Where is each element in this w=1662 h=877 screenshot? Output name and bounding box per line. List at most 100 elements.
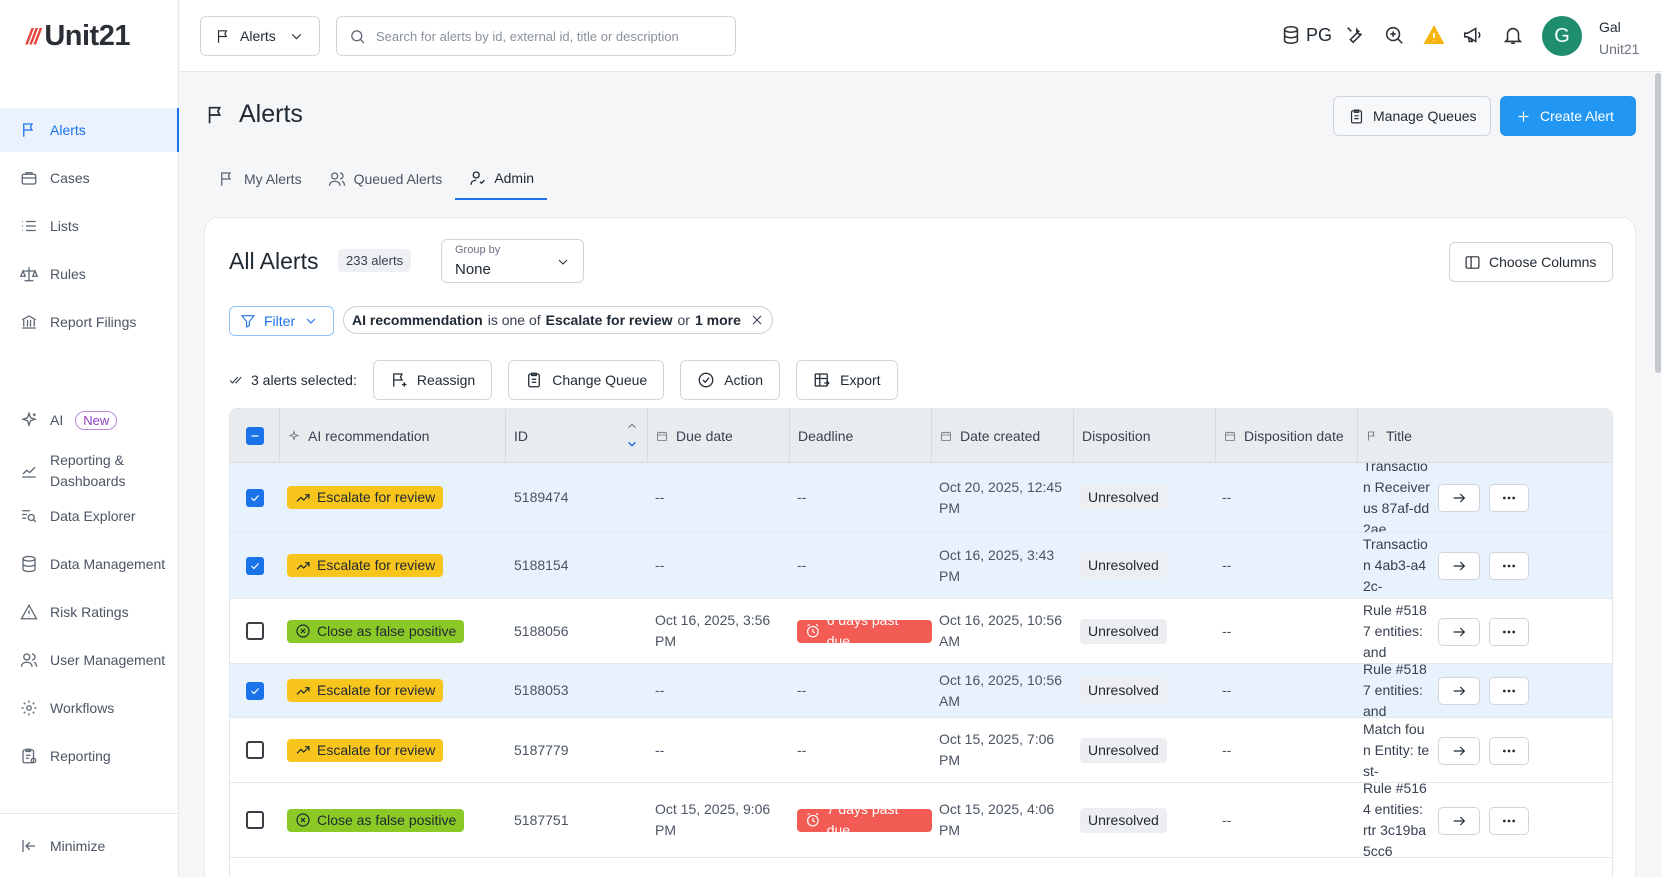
- open-alert-button[interactable]: [1438, 677, 1480, 705]
- tab-admin[interactable]: Admin: [455, 158, 547, 200]
- minimize-button[interactable]: Minimize: [0, 824, 179, 868]
- due-date-cell: Oct 15, 2025, 9:06 PM: [655, 801, 771, 838]
- col-title[interactable]: Title: [1358, 409, 1612, 463]
- ai-recommendation-tag: Close as false positive: [287, 619, 465, 643]
- group-by-select[interactable]: Group by None: [441, 239, 584, 283]
- sidebar-item-data-management[interactable]: Data Management: [0, 542, 179, 586]
- sidebar-item-label: Rules: [50, 266, 86, 282]
- sidebar-item-report-filings[interactable]: Report Filings: [0, 300, 179, 344]
- id-cell: 5187751: [514, 811, 569, 828]
- table-row[interactable]: Escalate for review 5188053 -- -- Oct 16, 20…: [230, 664, 1612, 718]
- col-ai-recommendation[interactable]: AI recommendation: [280, 409, 506, 463]
- action-button[interactable]: Action: [680, 360, 781, 400]
- sidebar-item-label: AI: [50, 412, 64, 428]
- sidebar-item-risk-ratings[interactable]: Risk Ratings: [0, 590, 179, 634]
- page-scrollbar[interactable]: [1655, 73, 1661, 373]
- megaphone-icon[interactable]: [1462, 24, 1484, 46]
- row-checkbox-cell: [230, 533, 280, 598]
- row-checkbox[interactable]: [246, 556, 264, 575]
- col-due-date[interactable]: Due date: [648, 409, 790, 463]
- more-actions-button[interactable]: [1489, 737, 1529, 765]
- sort-indicator[interactable]: [625, 419, 639, 451]
- date-created-cell: Oct 16, 2025, 10:56 AM: [939, 671, 1062, 709]
- col-disposition[interactable]: Disposition: [1074, 409, 1216, 463]
- environment-label[interactable]: PG: [1306, 25, 1333, 45]
- row-checkbox[interactable]: [246, 488, 264, 507]
- ai-recommendation-cell: Escalate for review: [287, 664, 507, 717]
- ai-recommendation-text: Escalate for review: [317, 557, 436, 573]
- choose-columns-button[interactable]: Choose Columns: [1449, 242, 1613, 282]
- alert-warning-icon[interactable]: [1423, 24, 1445, 46]
- user-org: Unit21: [1599, 41, 1640, 57]
- flag-icon: [217, 29, 228, 43]
- unit21-logo[interactable]: /// Unit21: [26, 20, 130, 53]
- chip-value: Escalate for review: [545, 312, 673, 328]
- row-checkbox[interactable]: [246, 681, 264, 700]
- open-alert-button[interactable]: [1438, 484, 1480, 512]
- deadline-cell: --: [797, 664, 932, 717]
- filter-chip[interactable]: AI recommendation is one of Escalate for…: [343, 306, 773, 334]
- export-label: Export: [840, 372, 881, 388]
- row-checkbox[interactable]: [246, 622, 264, 640]
- zoom-search-icon[interactable]: [1383, 24, 1405, 46]
- create-alert-button[interactable]: Create Alert: [1500, 96, 1636, 136]
- chevron-up-icon: [628, 423, 636, 429]
- sidebar-item-data-explorer[interactable]: Data Explorer: [0, 494, 179, 538]
- bell-icon[interactable]: [1502, 24, 1524, 46]
- col-id[interactable]: ID: [506, 409, 648, 463]
- export-button[interactable]: Export: [796, 360, 898, 400]
- tab-queued-alerts[interactable]: Queued Alerts: [315, 158, 456, 200]
- sidebar-item-workflows[interactable]: Workflows: [0, 686, 179, 730]
- avatar[interactable]: G: [1542, 16, 1582, 56]
- sidebar-item-alerts[interactable]: Alerts: [0, 108, 179, 152]
- logo-wordmark: Unit21: [44, 20, 130, 52]
- row-checkbox-cell: [230, 463, 280, 532]
- sidebar-item-ai[interactable]: AI New: [0, 398, 179, 442]
- sidebar-item-cases[interactable]: Cases: [0, 156, 179, 200]
- tab-my-alerts[interactable]: My Alerts: [205, 158, 315, 200]
- ai-recommendation-tag: Escalate for review: [287, 486, 444, 509]
- col-disposition-date[interactable]: Disposition date: [1216, 409, 1358, 463]
- user-info[interactable]: Gal Unit21: [1599, 16, 1639, 60]
- global-search[interactable]: [336, 16, 736, 56]
- manage-queues-button[interactable]: Manage Queues: [1333, 96, 1491, 136]
- sidebar-item-user-management[interactable]: User Management: [0, 638, 179, 682]
- filter-button[interactable]: Filter: [229, 306, 334, 336]
- open-alert-button[interactable]: [1438, 807, 1480, 835]
- open-alert-button[interactable]: [1438, 618, 1480, 646]
- table-export-icon: [814, 373, 830, 387]
- search-input[interactable]: [376, 28, 726, 44]
- sidebar-item-reporting[interactable]: Reporting: [0, 734, 179, 778]
- row-checkbox[interactable]: [246, 741, 264, 759]
- sidebar-item-rules[interactable]: Rules: [0, 252, 179, 296]
- ai-recommendation-text: Escalate for review: [317, 682, 436, 698]
- more-actions-button[interactable]: [1489, 807, 1529, 835]
- open-alert-button[interactable]: [1438, 737, 1480, 765]
- more-actions-button[interactable]: [1489, 552, 1529, 580]
- open-alert-button[interactable]: [1438, 552, 1480, 580]
- more-actions-button[interactable]: [1489, 677, 1529, 705]
- module-select[interactable]: Alerts: [200, 16, 320, 56]
- table-row[interactable]: Escalate for review 5187779 -- -- Oct 15, 20…: [230, 718, 1612, 783]
- table-row[interactable]: Close as false positive 5187751 Oct 15, 20…: [230, 783, 1612, 858]
- disposition-date-cell: --: [1222, 682, 1232, 698]
- sidebar-item-lists[interactable]: Lists: [0, 204, 179, 248]
- trending-up-icon: [296, 493, 310, 502]
- row-checkbox[interactable]: [246, 811, 264, 829]
- close-icon[interactable]: [750, 313, 764, 327]
- wrench-icon[interactable]: [1344, 24, 1366, 46]
- table-row[interactable]: Escalate for review 5189474 -- -- Oct 20, 20…: [230, 463, 1612, 533]
- change-queue-button[interactable]: Change Queue: [508, 360, 665, 400]
- table-row[interactable]: Escalate for review 5188154 -- -- Oct 16, 20…: [230, 533, 1612, 599]
- sidebar-item-reporting-dashboards[interactable]: Reporting & Dashboards: [0, 445, 179, 497]
- database-icon[interactable]: [1280, 24, 1302, 46]
- title-cell: Rule #5187 entities: and: [1363, 664, 1431, 717]
- reassign-button[interactable]: Reassign: [372, 360, 493, 400]
- more-actions-button[interactable]: [1489, 618, 1529, 646]
- col-deadline[interactable]: Deadline: [790, 409, 932, 463]
- select-all-checkbox[interactable]: [245, 427, 264, 445]
- more-actions-button[interactable]: [1489, 484, 1529, 512]
- table-row[interactable]: Close as false positive 5188056 Oct 16, 20…: [230, 599, 1612, 664]
- col-date-created[interactable]: Date created: [932, 409, 1074, 463]
- disposition-cell: Unresolved: [1080, 463, 1215, 532]
